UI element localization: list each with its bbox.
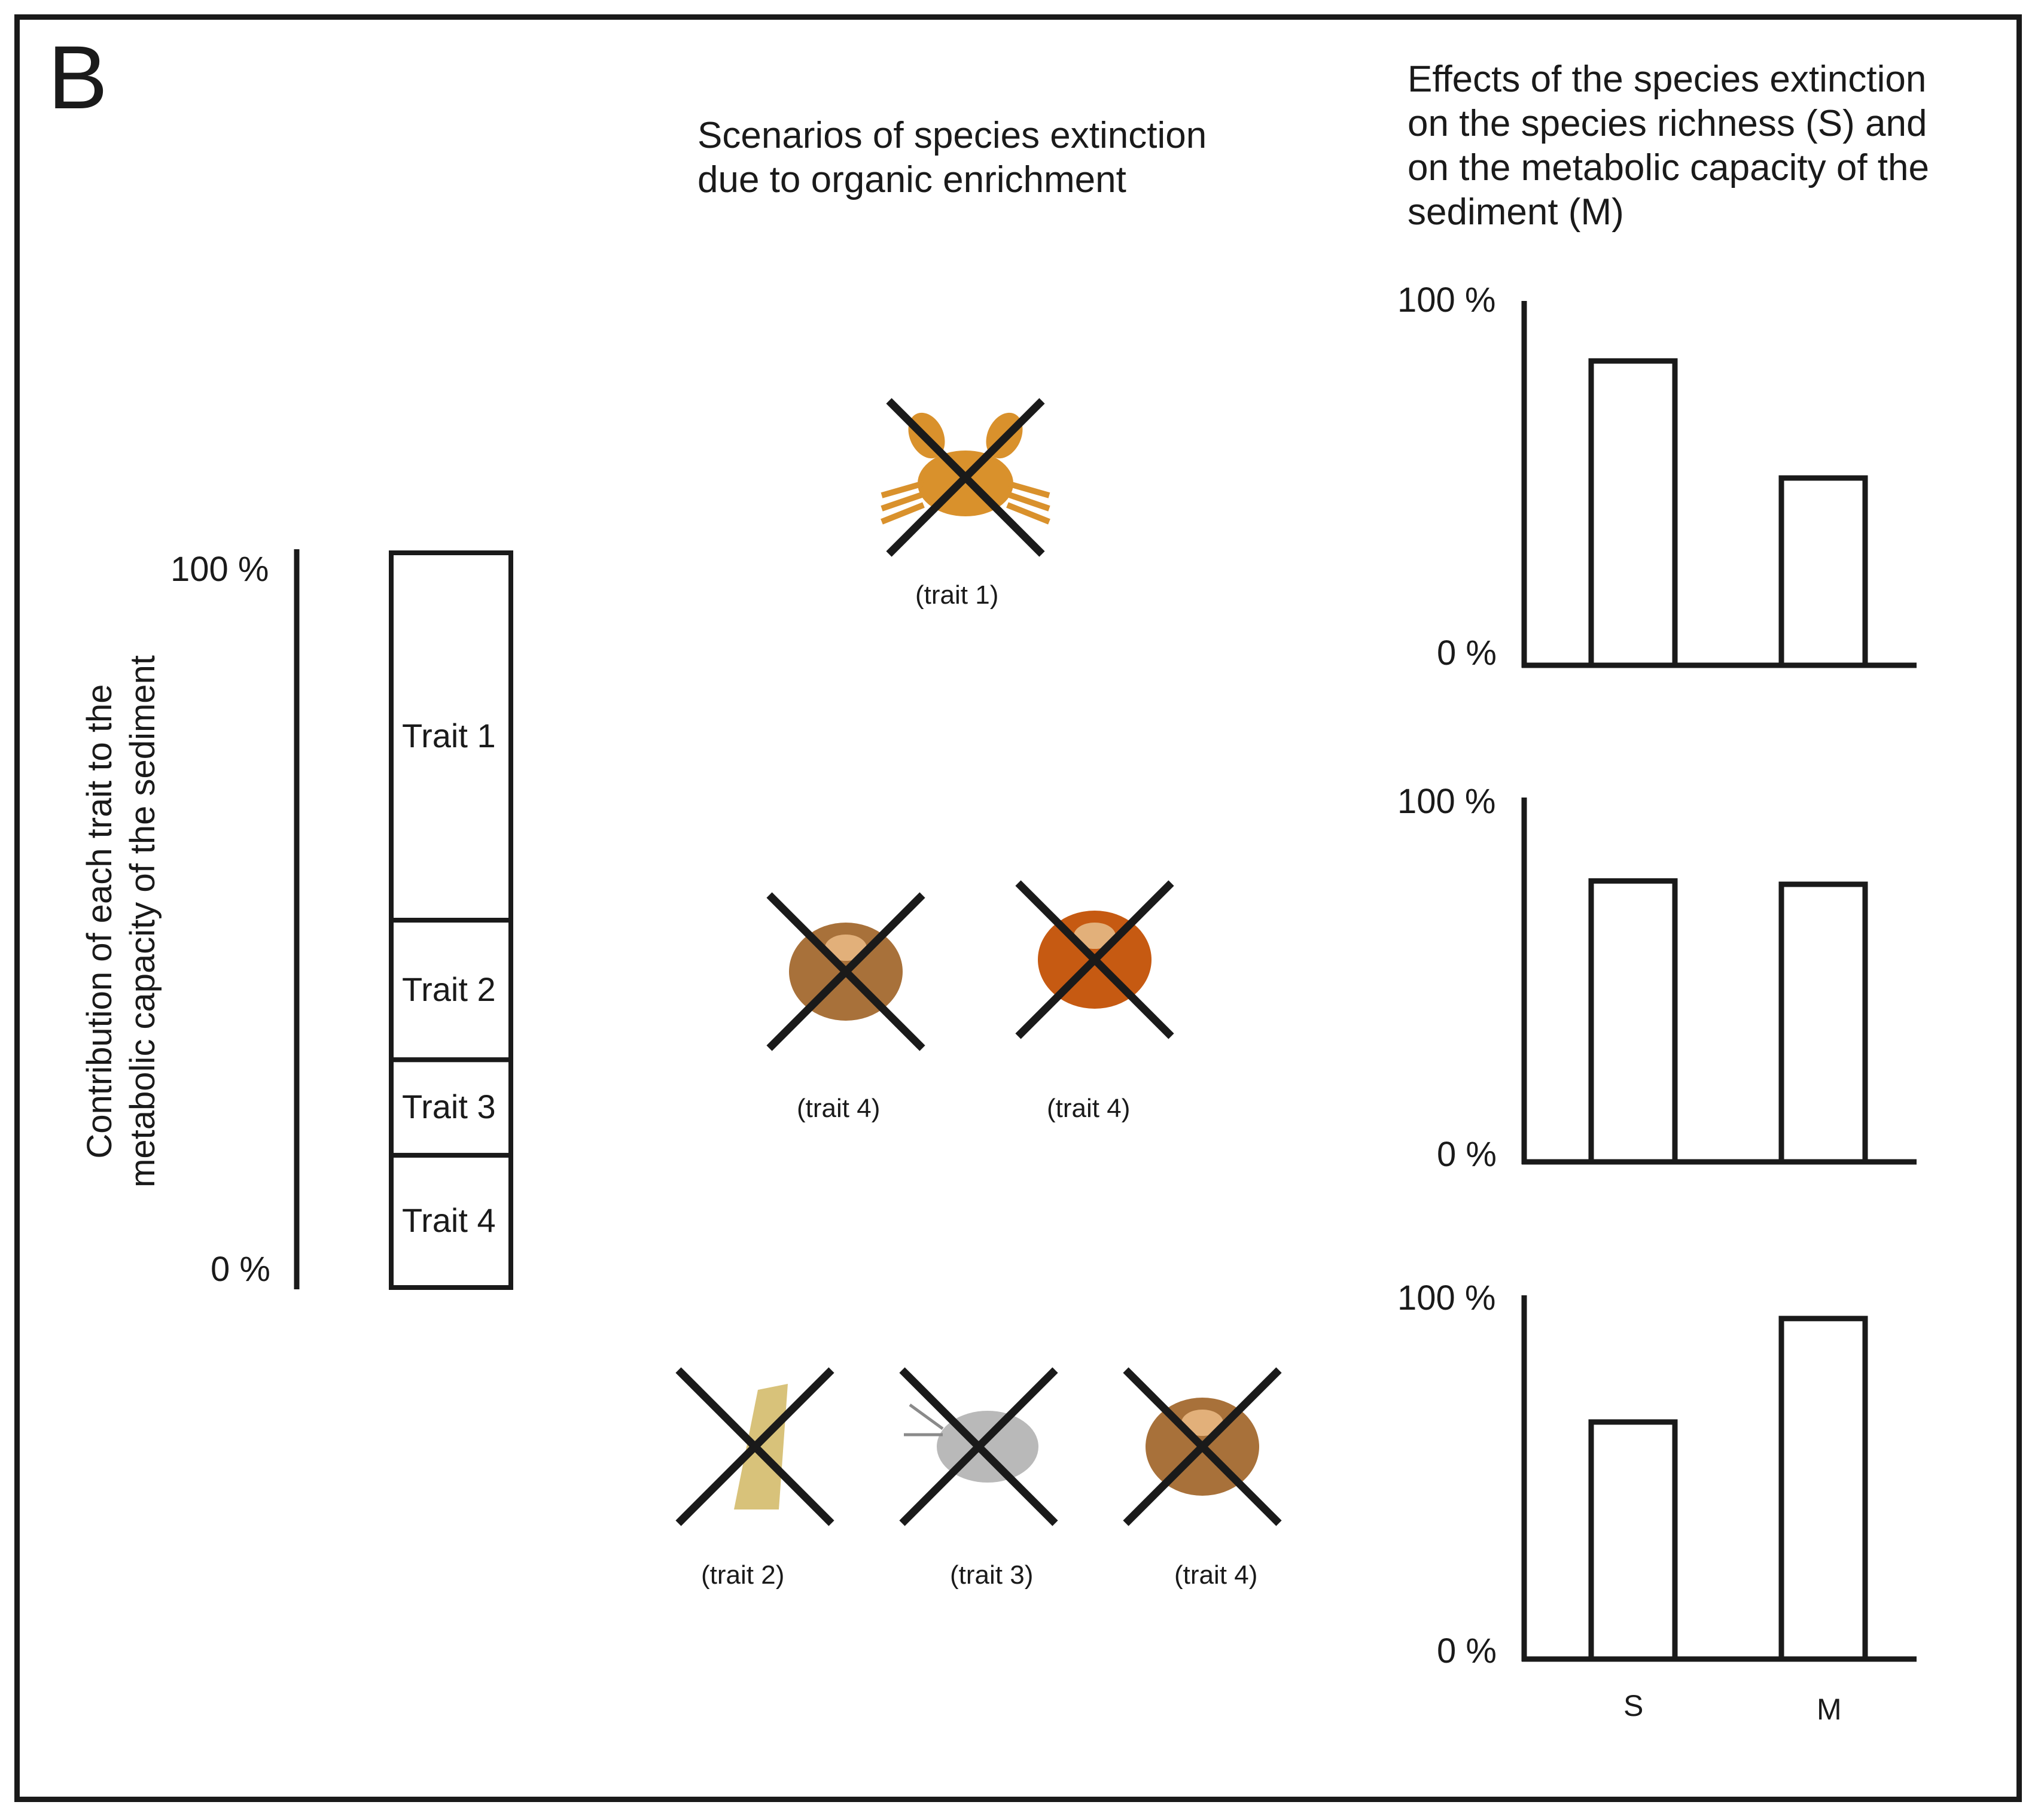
- stack-segment-trait-1: [389, 550, 513, 923]
- effects3-ytick-0: 0 %: [1437, 1632, 1497, 1670]
- effects-chart-1: [1521, 301, 1917, 668]
- effects-2-bar-m: [1778, 881, 1868, 1165]
- species-2-2: [1015, 880, 1174, 1039]
- caption-row2-bivalve: (trait 4): [797, 1094, 881, 1123]
- scenarios-heading: Scenarios of species extinction due to o…: [697, 115, 1207, 200]
- caption-row3-worm: (trait 2): [701, 1560, 785, 1590]
- species-3-1-cross-b: [675, 1367, 834, 1526]
- panel-letter: B: [48, 27, 108, 127]
- trait-label-4: Trait 4: [402, 1201, 496, 1240]
- figure-frame: [14, 14, 2022, 1802]
- effects-chart-3: [1521, 1295, 1917, 1662]
- effects1-ytick-0: 0 %: [1437, 634, 1497, 672]
- species-pictures: [675, 398, 1282, 1526]
- species-3-2-cross-b: [899, 1367, 1058, 1526]
- left-ytick-0: 0 %: [211, 1250, 270, 1289]
- effects-1-bar-s: [1588, 358, 1678, 668]
- species-1-1: [881, 398, 1050, 557]
- species-3-3: [1123, 1367, 1282, 1526]
- effects1-ytick-100: 100 %: [1397, 281, 1496, 319]
- caption-row3-bivalve: (trait 4): [1174, 1560, 1258, 1590]
- species-1-1-cross-b: [886, 398, 1045, 557]
- effects-charts: [1521, 301, 1917, 1662]
- effects2-ytick-0: 0 %: [1437, 1135, 1497, 1174]
- stacked-bar: [389, 550, 513, 1290]
- trait-label-1: Trait 1: [402, 717, 496, 754]
- effects-3-bar-s: [1588, 1419, 1678, 1662]
- stack-segment-trait-3: [389, 1057, 513, 1158]
- effects-chart-2: [1521, 798, 1917, 1165]
- effects-2-bar-s: [1588, 878, 1678, 1165]
- species-3-3-cross-b: [1123, 1367, 1282, 1526]
- trait-label-2: Trait 2: [402, 970, 496, 1008]
- species-2-1: [766, 892, 925, 1051]
- stack-segment-trait-2: [389, 918, 513, 1063]
- effects-heading: Effects of the species extinction on the…: [1408, 59, 1929, 233]
- effects-xlabel-s: S: [1623, 1689, 1644, 1722]
- effects-xlabel-m: M: [1817, 1693, 1842, 1726]
- effects2-ytick-100: 100 %: [1397, 782, 1496, 821]
- species-2-1-cross-b: [766, 892, 925, 1051]
- species-2-2-cross-b: [1015, 880, 1174, 1039]
- species-3-2: [899, 1367, 1058, 1526]
- species-3-1: [675, 1367, 834, 1526]
- effects3-ytick-100: 100 %: [1397, 1279, 1496, 1317]
- effects-1-bar-m: [1778, 475, 1868, 668]
- stack-segment-trait-4: [389, 1152, 513, 1290]
- effects-3-bar-m: [1778, 1316, 1868, 1662]
- left-ytick-100: 100 %: [170, 550, 269, 589]
- caption-row2-bivalve-orange: (trait 4): [1047, 1094, 1131, 1123]
- worm-icon: [734, 1384, 788, 1509]
- trait-label-3: Trait 3: [402, 1088, 496, 1126]
- caption-row1-crab: (trait 1): [915, 580, 999, 610]
- caption-row3-amphipod: (trait 3): [950, 1560, 1034, 1590]
